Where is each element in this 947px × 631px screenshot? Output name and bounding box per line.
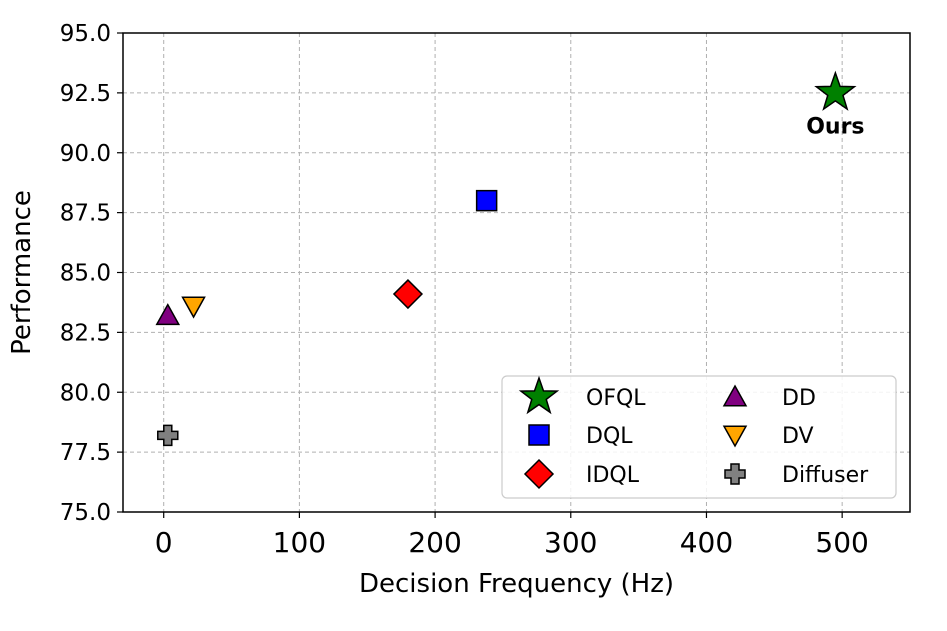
data-point-ofql [814,70,857,111]
y-tick-label: 87.5 [60,201,111,227]
legend-marker-diffuser [724,463,746,485]
legend-label-dql: DQL [586,424,633,449]
y-tick-label: 82.5 [60,320,111,346]
legend-marker-ofql [518,375,560,415]
legend: OFQL DQL IDQL DD DV Diffuser [501,375,897,499]
legend-box [501,375,897,499]
legend-label-dv: DV [782,424,814,449]
legend-label-dd: DD [782,386,816,411]
legend-label-idql: IDQL [586,463,640,488]
annotations: Ours [806,115,864,140]
data-point-dd [155,303,181,326]
legend-marker-dv [722,425,748,448]
y-tick-label: 92.5 [60,81,111,107]
legend-marker-idql [523,458,555,490]
legend-label-ofql: OFQL [586,386,646,411]
x-axis-label: Decision Frequency (Hz) [359,569,674,599]
x-tick-label: 300 [544,526,597,559]
y-tick-label: 77.5 [60,440,111,466]
y-tick-label: 90.0 [60,141,111,167]
axis-ticks: 0 100 200 300 400 500 75.0 77.5 80.0 82.5 85.0 87.5… [60,21,869,559]
x-tick-label: 0 [155,526,173,559]
x-tick-label: 100 [273,526,326,559]
data-point-idql [392,278,424,310]
legend-marker-dd [722,384,748,407]
y-tick-label: 80.0 [60,380,111,406]
data-point-dv [181,296,206,319]
data-point-dql [475,189,498,212]
x-tick-label: 400 [680,526,733,559]
y-tick-label: 95.0 [60,21,111,47]
x-tick-label: 500 [815,526,868,559]
x-tick-label: 200 [408,526,461,559]
y-tick-label: 85.0 [60,261,111,287]
legend-marker-dql [528,424,550,446]
data-point-diffuser [157,424,179,447]
data-points [155,70,857,447]
y-tick-label: 75.0 [60,500,111,526]
legend-label-diffuser: Diffuser [782,463,869,488]
y-axis-label: Performance [7,190,37,355]
annotation-label: Ours [806,115,864,140]
